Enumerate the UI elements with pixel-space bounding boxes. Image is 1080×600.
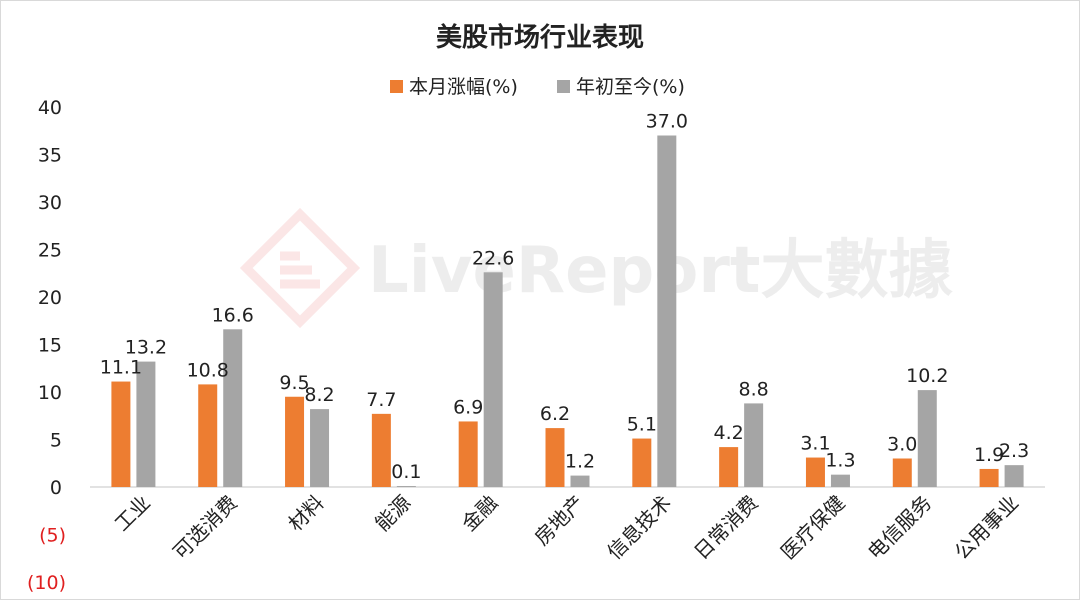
- y-tick-label: (10): [27, 572, 66, 594]
- data-label-0-1: 10.8: [187, 359, 229, 381]
- data-label-1-7: 8.8: [739, 378, 769, 400]
- bar-0-3: [371, 413, 391, 487]
- bar-1-2: [310, 409, 330, 487]
- x-category-label: 公用事业: [950, 491, 1024, 565]
- legend-swatch-1: [557, 80, 570, 93]
- data-label-1-2: 8.2: [304, 384, 334, 406]
- bar-1-3: [396, 486, 416, 487]
- legend-label-0: 本月涨幅(%): [409, 76, 518, 98]
- y-tick-label: 35: [38, 145, 62, 167]
- legend: 本月涨幅(%) 年初至今(%): [390, 76, 685, 98]
- watermark: LiveReport大數據: [239, 207, 953, 329]
- watermark-logo-icon: [239, 207, 361, 329]
- x-category-label: 日常消费: [689, 491, 763, 565]
- data-label-1-3: 0.1: [391, 461, 421, 483]
- x-axis: 工业 可选消费 材料 能源 金融 房地产 信息技术 日常消费 医疗保健 电信服务 公用事业: [110, 491, 1023, 565]
- bar-1-8: [830, 474, 850, 487]
- x-category-label: 材料: [283, 491, 328, 536]
- data-label-0-7: 4.2: [714, 422, 744, 444]
- data-label-0-6: 5.1: [627, 414, 657, 436]
- bar-0-4: [458, 421, 478, 487]
- legend-swatch-0: [390, 80, 403, 93]
- data-label-0-10: 1.9: [974, 444, 1004, 466]
- bar-0-5: [545, 428, 565, 487]
- data-label-0-5: 6.2: [540, 403, 570, 425]
- data-label-1-0: 13.2: [125, 337, 167, 359]
- bar-1-9: [917, 390, 937, 487]
- bar-1-5: [570, 475, 590, 487]
- bars: [111, 135, 1024, 487]
- y-tick-label: 40: [38, 97, 62, 119]
- y-tick-label: 20: [38, 287, 62, 309]
- bar-1-4: [483, 272, 503, 487]
- data-label-1-1: 16.6: [212, 304, 254, 326]
- y-tick-label: 25: [38, 240, 62, 262]
- data-labels: 11.113.2 10.8 16.6 9.58.2 7.7 0.1 6.9 22.6 6.2 1.…: [100, 111, 1029, 484]
- x-category-label: 房地产: [530, 491, 589, 550]
- data-label-0-2: 9.5: [279, 372, 309, 394]
- bar-1-1: [223, 329, 243, 487]
- legend-label-1: 年初至今(%): [576, 76, 685, 98]
- data-label-1-8: 1.3: [825, 450, 855, 472]
- x-category-label: 金融: [457, 491, 502, 536]
- bar-1-7: [744, 403, 764, 487]
- y-tick-label: 10: [38, 382, 62, 404]
- bar-0-1: [198, 384, 218, 487]
- data-label-1-10: 2.3: [999, 440, 1029, 462]
- bar-0-0: [111, 381, 131, 487]
- y-tick-label: (5): [39, 525, 66, 547]
- bar-0-10: [979, 468, 999, 487]
- x-category-label: 医疗保健: [776, 491, 850, 565]
- data-label-1-5: 1.2: [565, 451, 595, 473]
- bar-0-8: [805, 457, 825, 487]
- y-tick-label: 30: [38, 192, 62, 214]
- x-category-label: 能源: [370, 491, 415, 536]
- bar-0-7: [719, 447, 739, 487]
- data-label-0-8: 3.1: [800, 433, 830, 455]
- x-category-label: 可选消费: [168, 491, 242, 565]
- y-tick-label: 15: [38, 335, 62, 357]
- bar-1-6: [657, 135, 677, 487]
- bar-1-10: [1004, 465, 1024, 487]
- x-category-label: 电信服务: [863, 491, 937, 565]
- chart-title: 美股市场行业表现: [436, 22, 644, 53]
- x-category-label: 信息技术: [602, 491, 676, 565]
- y-tick-label: 5: [50, 430, 62, 452]
- data-label-1-9: 10.2: [906, 365, 948, 387]
- bar-0-9: [892, 458, 912, 487]
- bar-0-6: [632, 438, 652, 487]
- data-label-0-9: 3.0: [887, 434, 917, 456]
- data-label-0-4: 6.9: [453, 396, 483, 418]
- data-label-1-4: 22.6: [472, 247, 514, 269]
- data-label-0-0: 11.1: [100, 357, 142, 379]
- bar-0-2: [285, 396, 305, 487]
- bar-1-0: [136, 361, 156, 487]
- y-axis: (10) (5) 0 5 10 15 20 25 30 35 40: [27, 97, 66, 594]
- data-label-0-3: 7.7: [366, 389, 396, 411]
- data-label-1-6: 37.0: [646, 111, 688, 133]
- x-category-label: 工业: [110, 491, 155, 536]
- y-tick-label: 0: [50, 477, 62, 499]
